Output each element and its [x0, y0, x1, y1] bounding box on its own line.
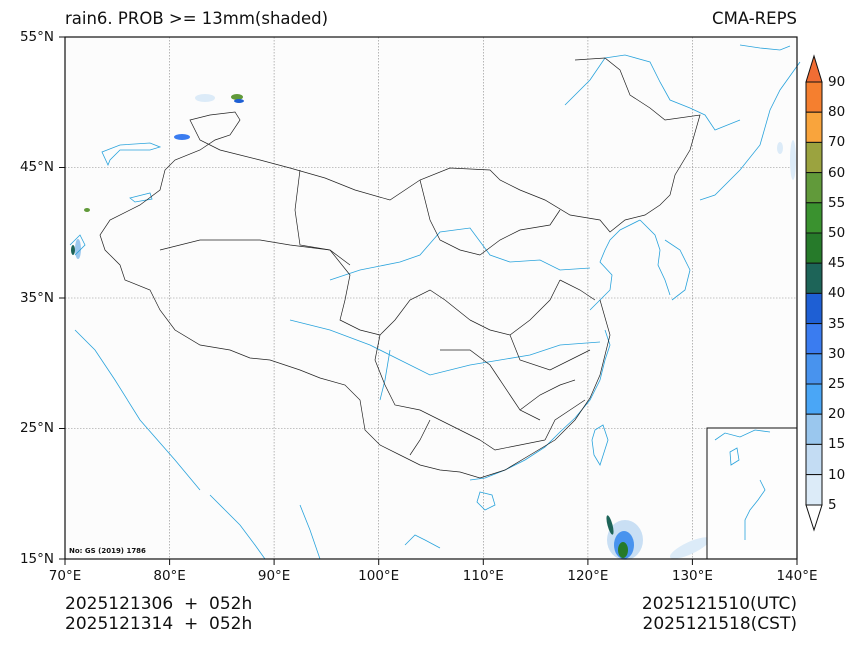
borders	[99, 57, 701, 479]
model-name: CMA-REPS	[712, 9, 797, 28]
colorbar-label-40: 40	[828, 285, 846, 302]
y-tick-45N: 45°N	[19, 159, 54, 175]
valid-time-utc: 2025121510(UTC)	[641, 594, 797, 614]
colorbar-under-triangle	[805, 504, 823, 532]
colorbar-label-35: 35	[828, 315, 846, 332]
colorbar-label-70: 70	[828, 134, 846, 151]
y-tick-35N: 35°N	[19, 290, 54, 306]
coastlines-rivers	[69, 44, 801, 560]
colorbar-label-15: 15	[828, 436, 846, 453]
colorbar-label-80: 80	[828, 104, 846, 121]
x-tick-120E: 120°E	[567, 568, 609, 584]
colorbar-label-90: 90	[828, 74, 846, 90]
x-tick-110E: 110°E	[462, 568, 504, 584]
colorbar-label-20: 20	[828, 406, 846, 423]
valid-time-block: 2025121510(UTC) 2025121518(CST)	[642, 594, 797, 634]
valid-time-cst: 2025121518(CST)	[642, 614, 797, 634]
init-time-utc: 2025121306 + 052h	[65, 594, 253, 614]
x-tick-90E: 90°E	[257, 568, 291, 584]
precip-shading	[71, 94, 796, 560]
inset-coastline	[714, 429, 771, 540]
colorbar	[805, 54, 823, 532]
colorbar-label-5: 5	[828, 497, 837, 513]
map-approval-number: No: GS (2019) 1786	[69, 547, 146, 555]
y-tick-25N: 25°N	[19, 420, 54, 436]
x-tick-80E: 80°E	[153, 568, 186, 584]
x-tick-130E: 130°E	[671, 568, 713, 584]
colorbar-label-25: 25	[828, 376, 846, 392]
colorbar-label-30: 30	[828, 345, 846, 362]
colorbar-label-60: 60	[828, 164, 846, 181]
x-tick-70E: 70°E	[48, 568, 82, 584]
colorbar-label-55: 55	[828, 194, 846, 211]
colorbar-label-10: 10	[828, 466, 846, 483]
y-tick-55N: 55°N	[19, 29, 54, 45]
chart-title: rain6. PROB >= 13mm(shaded)	[65, 9, 329, 28]
colorbar-label-50: 50	[828, 225, 846, 241]
init-time-block: 2025121306 + 052h 2025121314 + 052h	[65, 594, 252, 634]
colorbar-label-45: 45	[828, 255, 846, 272]
y-tick-15N: 15°N	[19, 551, 54, 567]
axis-ticks	[59, 36, 798, 565]
x-tick-100E: 100°E	[358, 568, 400, 584]
init-time-cst: 2025121314 + 052h	[65, 614, 253, 634]
x-tick-140E: 140°E	[776, 568, 818, 584]
south-china-sea-inset	[706, 427, 798, 560]
colorbar-over-triangle	[805, 54, 823, 83]
